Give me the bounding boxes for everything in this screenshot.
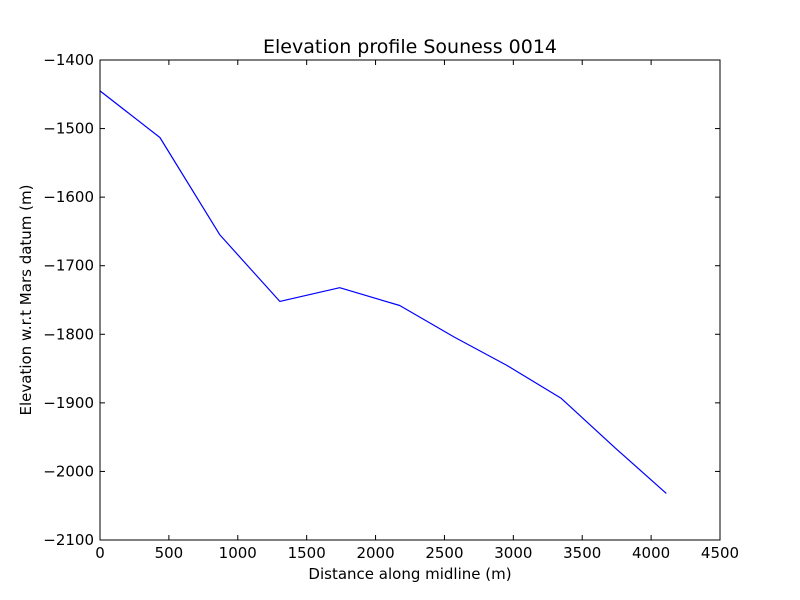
x-tick-label: 1000 bbox=[219, 544, 257, 562]
x-tick-label: 4000 bbox=[632, 544, 670, 562]
x-axis-label: Distance along midline (m) bbox=[308, 565, 511, 583]
y-tick-label: −1800 bbox=[43, 325, 94, 343]
x-tick-label: 0 bbox=[95, 544, 105, 562]
chart-title: Elevation profile Souness 0014 bbox=[263, 36, 557, 58]
y-tick-label: −1400 bbox=[43, 51, 94, 69]
x-tick-label: 3000 bbox=[494, 544, 532, 562]
x-tick-label: 2500 bbox=[425, 544, 463, 562]
axis-ticks: 0 500 1000 1500 2000 2500 3000 3500 4000 4500 −140… bbox=[43, 51, 739, 562]
y-axis-label: Elevation w.r.t Mars datum (m) bbox=[17, 185, 35, 416]
series-line bbox=[99, 90, 667, 494]
y-tick-label: −2000 bbox=[43, 462, 94, 480]
plot-area bbox=[100, 60, 720, 540]
x-tick-label: 4500 bbox=[701, 544, 739, 562]
y-tick-label: −1700 bbox=[43, 257, 94, 275]
x-tick-label: 500 bbox=[155, 544, 184, 562]
x-tick-label: 1500 bbox=[288, 544, 326, 562]
y-tick-label: −2100 bbox=[43, 531, 94, 549]
y-tick-label: −1500 bbox=[43, 120, 94, 138]
x-tick-label: 3500 bbox=[563, 544, 601, 562]
plot-frame bbox=[99, 59, 721, 541]
y-tick-label: −1600 bbox=[43, 188, 94, 206]
series-layer bbox=[99, 90, 667, 494]
y-tick-label: −1900 bbox=[43, 394, 94, 412]
x-tick-label: 2000 bbox=[356, 544, 394, 562]
